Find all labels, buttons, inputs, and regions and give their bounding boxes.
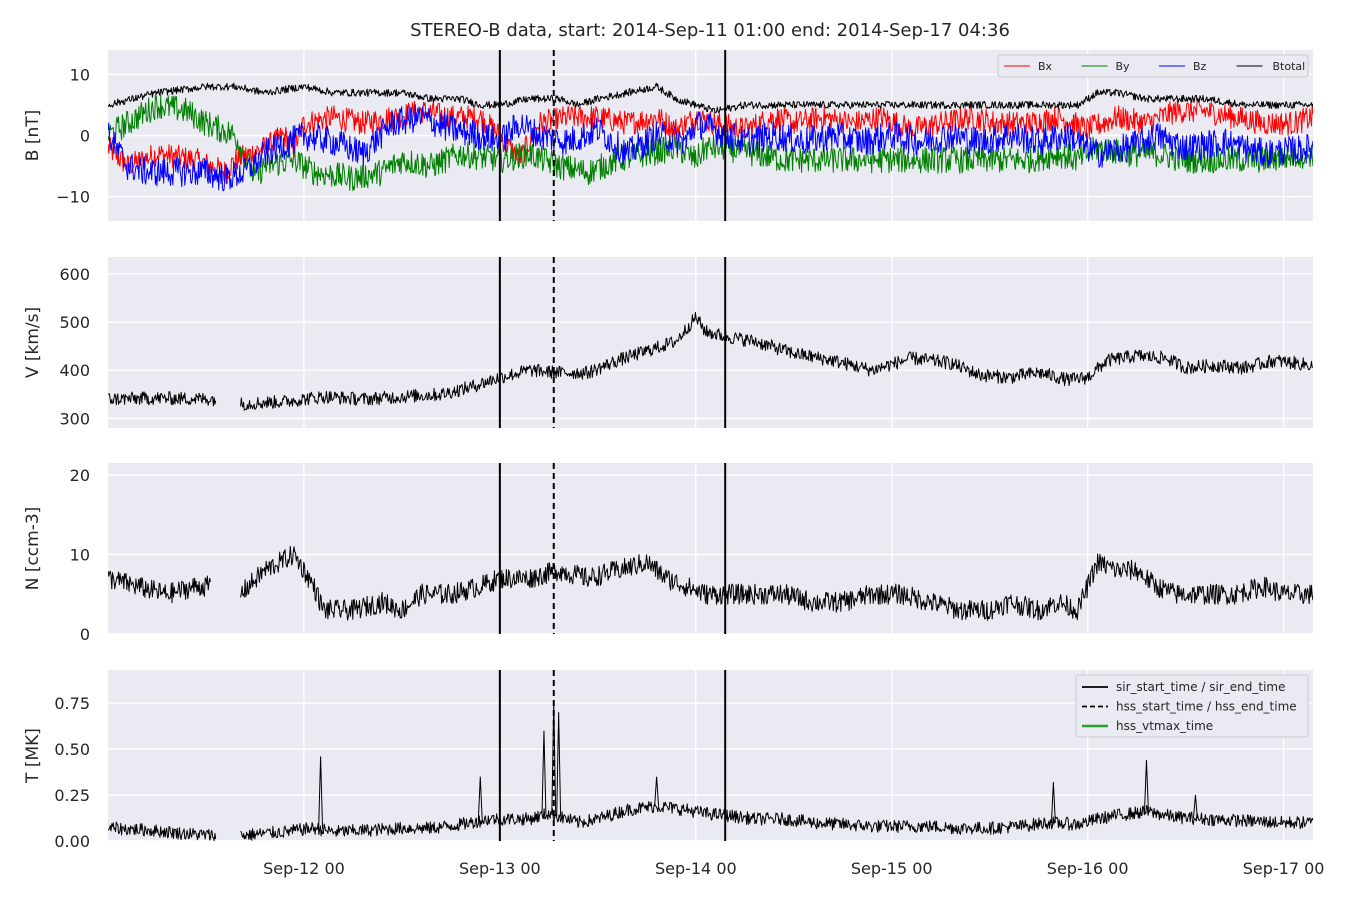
y-tick-label: 300 [59,409,90,428]
series-spike [1192,794,1198,819]
series-spike [318,756,324,830]
panel-v: 300 400 500 600 V [km/s] [23,257,1313,428]
legend-t: sir_start_time / sir_end_time hss_start_t… [1075,674,1309,738]
y-tick-label: 0 [80,127,90,146]
legend-label: hss_vtmax_time [1116,719,1213,733]
series-line-by [108,94,1313,191]
y-tick-label: 400 [59,361,90,380]
series-line-panel-t [108,801,1313,841]
legend-label: Bz [1193,60,1207,73]
y-axis-label: T [MK] [23,728,43,784]
legend-b: Bx By Bz Btotal [997,54,1309,78]
series-line-bx [108,98,1313,184]
x-tick-label: Sep-17 00 [1243,859,1325,878]
legend-label: Btotal [1273,60,1306,73]
series-line-bz [108,104,1313,192]
series-line-panel-n [108,545,1313,621]
y-tick-label: 10 [70,65,90,84]
series-spike [556,712,562,817]
y-axis-label: N [ccm-3] [23,507,43,591]
series-spike [541,730,547,815]
series-line-panel-v [108,311,1313,411]
plot-area [108,463,1313,634]
legend-label: hss_start_time / hss_end_time [1116,700,1297,714]
panel-b: −10 0 10 B [nT] Bx By Bz Btotal [23,50,1313,221]
series-spike [1144,760,1149,812]
y-tick-label: 10 [70,545,90,564]
y-tick-label: 500 [59,313,90,332]
series-spike [1050,782,1056,823]
x-tick-label: Sep-12 00 [263,859,345,878]
x-tick-label: Sep-15 00 [851,859,933,878]
panels: −10 0 10 B [nT] Bx By Bz Btotal 300 400 500 600 V [k… [23,50,1313,851]
y-tick-label: −10 [56,188,90,207]
figure-title: STEREO-B data, start: 2014-Sep-11 01:00 … [410,20,1010,41]
y-axis-label: V [km/s] [23,307,43,378]
y-tick-label: 600 [59,265,90,284]
legend-label: Bx [1038,60,1053,73]
x-tick-label: Sep-14 00 [655,859,737,878]
y-tick-label: 0 [80,625,90,644]
x-axis: Sep-12 00 Sep-13 00 Sep-14 00 Sep-15 00 Sep-… [263,859,1324,878]
legend-label: sir_start_time / sir_end_time [1116,680,1286,694]
series-line-btotal [108,82,1313,114]
legend-label: By [1116,60,1131,73]
y-tick-label: 0.75 [54,694,90,713]
y-tick-label: 20 [70,466,90,485]
y-tick-label: 0.00 [54,832,90,851]
series-spike [477,776,483,821]
panel-t: 0.00 0.25 0.50 0.75 T [MK] sir_start_time / s… [23,670,1313,851]
y-tick-label: 0.25 [54,786,90,805]
y-tick-label: 0.50 [54,740,90,759]
x-tick-label: Sep-13 00 [459,859,541,878]
series-spike [654,776,660,807]
y-axis-label: B [nT] [23,110,43,162]
panel-n: 0 10 20 N [ccm-3] [23,463,1313,644]
x-tick-label: Sep-16 00 [1047,859,1129,878]
